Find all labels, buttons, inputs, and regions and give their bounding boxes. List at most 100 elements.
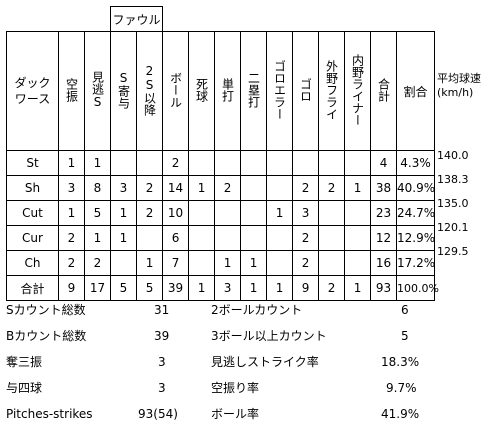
table-cell: 3 bbox=[214, 275, 242, 301]
stat-value: 39 bbox=[154, 329, 170, 343]
table-cell: 1 bbox=[266, 200, 294, 226]
table-cell: 1 bbox=[240, 275, 268, 301]
column-header: 外野フライ bbox=[318, 31, 346, 151]
row-label: 合計 bbox=[6, 275, 59, 301]
avg-speed-value: 140.0 bbox=[437, 149, 469, 162]
table-cell bbox=[240, 150, 268, 176]
column-header: 2S以降 bbox=[135, 31, 164, 151]
avg-speed-unit: (km/h) bbox=[437, 86, 474, 99]
stat-value: 9.7% bbox=[386, 381, 417, 395]
table-cell bbox=[214, 150, 242, 176]
table-row: Sh 3 8 3 2 14 1 2 2 2 1 38 40.9% bbox=[6, 175, 435, 201]
table-cell: 3 bbox=[110, 175, 137, 201]
column-header-row: ダックワース 空振 見逃S S寄与 2S以降 ボール 死球 単打 二塁打 ゴロエ… bbox=[6, 31, 436, 151]
table-cell: 1 bbox=[84, 150, 111, 176]
table-cell: 1 bbox=[135, 250, 164, 276]
column-header: 単打 bbox=[214, 31, 242, 151]
table-cell bbox=[344, 225, 372, 251]
table-cell: 2 bbox=[292, 175, 320, 201]
stat-value: 93(54) bbox=[138, 407, 178, 421]
column-header-pitcher: ダックワース bbox=[6, 31, 59, 151]
table-cell: 1 bbox=[240, 250, 268, 276]
table-row-total: 合計 9 17 5 5 39 1 3 1 1 9 2 1 93 100.0% bbox=[6, 275, 439, 301]
stat-value: 31 bbox=[154, 303, 170, 317]
row-label: Ch bbox=[6, 250, 59, 276]
table-cell: 93 bbox=[370, 275, 398, 301]
table-cell: 1 bbox=[214, 250, 242, 276]
column-header: 空振 bbox=[58, 31, 85, 151]
table-cell: 17.2% bbox=[396, 250, 435, 276]
table-cell bbox=[135, 225, 164, 251]
row-label: Cur bbox=[6, 225, 59, 251]
table-cell bbox=[240, 175, 268, 201]
table-cell: 4 bbox=[370, 150, 398, 176]
table-cell: 2 bbox=[58, 250, 85, 276]
pitch-type-table: ファウル ダックワース 空振 見逃S S寄与 2S以降 ボール 死球 単打 二塁… bbox=[6, 6, 439, 301]
table-cell bbox=[318, 150, 346, 176]
stat-value: 18.3% bbox=[381, 355, 420, 369]
table-cell: 2 bbox=[162, 150, 190, 176]
table-row: Cur 2 1 1 6 2 12 12.9% bbox=[6, 225, 435, 251]
table-cell: 1 bbox=[84, 225, 111, 251]
table-cell: 7 bbox=[162, 250, 190, 276]
table-cell bbox=[240, 200, 268, 226]
table-cell: 2 bbox=[292, 225, 320, 251]
column-header: 割合 bbox=[396, 31, 436, 151]
table-cell: 1 bbox=[58, 200, 85, 226]
column-header: 見逃S bbox=[84, 31, 111, 151]
table-cell bbox=[214, 225, 242, 251]
table-cell: 2 bbox=[292, 250, 320, 276]
table-cell bbox=[344, 250, 372, 276]
table-cell: 5 bbox=[84, 200, 111, 226]
stat-value: 5 bbox=[401, 329, 409, 343]
avg-speed-header: 平均球速 (km/h) bbox=[437, 72, 481, 100]
table-cell: 23 bbox=[370, 200, 398, 226]
column-header: S寄与 bbox=[110, 31, 137, 151]
table-cell: 40.9% bbox=[396, 175, 435, 201]
table-cell: 8 bbox=[84, 175, 111, 201]
table-cell: 1 bbox=[266, 275, 294, 301]
column-header: ゴロ bbox=[292, 31, 320, 151]
stat-label: Bカウント総数 bbox=[6, 329, 87, 343]
table-cell bbox=[266, 175, 294, 201]
table-cell bbox=[266, 225, 294, 251]
table-row: St 1 1 2 4 4.3% bbox=[6, 150, 436, 176]
table-cell: 1 bbox=[110, 200, 137, 226]
table-cell bbox=[188, 150, 216, 176]
table-cell: 2 bbox=[135, 200, 164, 226]
table-cell: 2 bbox=[58, 225, 85, 251]
stat-label: 見逃しストライク率 bbox=[211, 355, 319, 369]
table-cell bbox=[318, 200, 346, 226]
table-cell: 1 bbox=[58, 150, 85, 176]
table-row: Ch 2 2 1 7 1 1 2 16 17.2% bbox=[6, 250, 435, 276]
avg-speed-value: 138.3 bbox=[437, 173, 469, 186]
avg-speed-title: 平均球速 bbox=[437, 72, 481, 85]
table-cell: 5 bbox=[135, 275, 164, 301]
table-cell bbox=[110, 150, 137, 176]
table-cell: 24.7% bbox=[396, 200, 435, 226]
table-cell: 2 bbox=[318, 175, 346, 201]
table-cell: 2 bbox=[318, 275, 346, 301]
table-row: Cut 1 5 1 2 10 1 3 23 24.7% bbox=[6, 200, 435, 226]
avg-speed-value: 120.1 bbox=[437, 221, 469, 234]
table-cell: 9 bbox=[292, 275, 320, 301]
column-header: ゴロエラー bbox=[266, 31, 294, 151]
stat-label: Sカウント総数 bbox=[6, 303, 86, 317]
stat-label: 空振り率 bbox=[211, 381, 260, 395]
table-cell: 3 bbox=[292, 200, 320, 226]
table-cell bbox=[292, 150, 320, 176]
stat-label: Pitches-strikes bbox=[6, 407, 93, 421]
row-label: Cut bbox=[6, 200, 59, 226]
table-cell: 6 bbox=[162, 225, 190, 251]
stat-value: 3 bbox=[158, 381, 166, 395]
table-cell bbox=[214, 200, 242, 226]
table-cell bbox=[135, 150, 164, 176]
column-header: 二塁打 bbox=[240, 31, 268, 151]
table-cell bbox=[110, 250, 137, 276]
table-cell bbox=[344, 200, 372, 226]
row-label: St bbox=[6, 150, 59, 176]
table-cell bbox=[318, 225, 346, 251]
table-cell: 1 bbox=[110, 225, 137, 251]
avg-speed-value: 129.5 bbox=[437, 245, 469, 258]
column-header: 内野ライナー bbox=[344, 31, 372, 151]
